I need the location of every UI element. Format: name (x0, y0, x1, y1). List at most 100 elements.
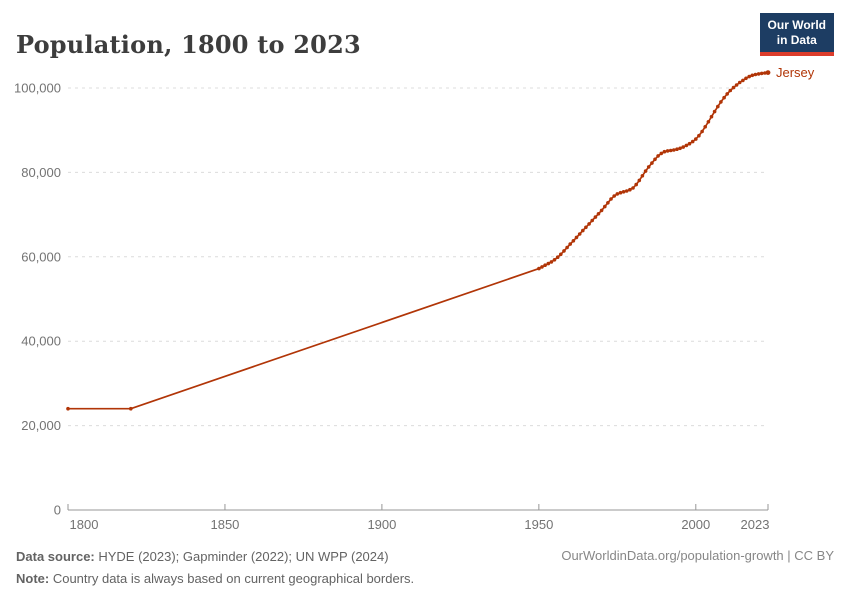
note-text: Country data is always based on current … (49, 571, 415, 586)
data-point (66, 406, 70, 411)
data-point (681, 145, 685, 149)
data-point (662, 149, 667, 154)
data-point (643, 169, 648, 173)
note-label: Note: (16, 571, 50, 586)
data-point (737, 80, 742, 85)
data-point (690, 139, 695, 144)
x-axis-tick-label: 1900 (367, 517, 396, 532)
data-point (722, 95, 726, 100)
chart-title: Population, 1800 to 2023 (16, 30, 361, 60)
data-point (537, 266, 541, 271)
data-point (756, 72, 761, 76)
owid-logo-line1: Our World (767, 18, 826, 32)
data-source-line: Data source: HYDE (2023); Gapminder (202… (16, 546, 414, 568)
data-point (765, 70, 771, 75)
data-point (709, 114, 714, 119)
data-point (543, 263, 547, 268)
data-point (665, 149, 670, 153)
data-point (599, 208, 604, 213)
data-point (725, 92, 729, 96)
data-source-label: Data source: (16, 549, 95, 564)
data-point (571, 239, 576, 243)
data-point (596, 212, 601, 216)
owid-logo[interactable]: Our World in Data (759, 13, 834, 56)
data-point (678, 146, 682, 151)
data-line[interactable] (68, 71, 769, 410)
data-point (634, 182, 638, 187)
data-point (719, 100, 723, 104)
data-point (706, 120, 711, 124)
data-point (668, 148, 673, 153)
data-point (646, 165, 651, 169)
data-source-text: HYDE (2023); Gapminder (2022); UN WPP (2… (94, 549, 389, 564)
y-axis-tick-label: 0 (54, 503, 61, 518)
owid-logo-line2: in Data (776, 33, 817, 47)
data-point (741, 78, 745, 83)
data-point (744, 76, 748, 81)
data-point (675, 147, 679, 151)
data-point (549, 260, 554, 264)
series-label-jersey[interactable]: Jersey (776, 64, 815, 80)
data-point (631, 186, 635, 190)
data-point (728, 88, 733, 93)
y-axis-tick-label: 60,000 (21, 249, 61, 264)
x-axis-tick-label: 1850 (210, 517, 239, 532)
data-point (637, 178, 642, 183)
x-axis-tick-label: 1950 (524, 517, 553, 532)
data-point (603, 204, 607, 209)
x-axis-tick-label: 2023 (741, 517, 770, 532)
data-point (684, 143, 689, 148)
data-point (656, 154, 660, 158)
data-point (753, 72, 758, 77)
data-point (628, 187, 632, 192)
data-point (584, 225, 588, 230)
data-point (587, 222, 591, 226)
data-point (540, 265, 544, 269)
data-point (577, 232, 582, 236)
data-point (672, 148, 676, 152)
data-point (555, 255, 560, 259)
data-point (621, 190, 626, 194)
x-axis-tick-label: 1800 (70, 517, 99, 532)
data-point (747, 74, 751, 79)
data-point (612, 194, 616, 198)
data-point (129, 406, 133, 411)
y-axis-tick-label: 80,000 (21, 165, 61, 180)
data-point (609, 197, 613, 201)
data-point (687, 141, 692, 146)
data-point (734, 83, 739, 87)
data-point (694, 137, 698, 141)
data-point (716, 104, 720, 109)
data-point (618, 190, 623, 195)
chart-footer-notes: Data source: HYDE (2023); Gapminder (202… (16, 546, 414, 590)
y-axis-tick-label: 20,000 (21, 418, 61, 433)
data-point (750, 73, 755, 78)
data-point (574, 235, 579, 240)
data-point (650, 161, 654, 165)
data-point (593, 215, 598, 219)
data-point (640, 174, 645, 178)
data-point (590, 218, 594, 223)
data-point (712, 109, 717, 114)
y-axis-tick-label: 40,000 (21, 334, 61, 349)
data-point (581, 228, 585, 233)
data-point (606, 201, 610, 205)
data-point (759, 71, 764, 76)
data-point (659, 151, 664, 156)
data-point (731, 85, 736, 90)
chart-citation-link[interactable]: OurWorldinData.org/population-growth | C… (561, 548, 834, 563)
data-point (697, 133, 701, 138)
x-axis-tick-label: 2000 (681, 517, 710, 532)
data-point (624, 189, 629, 193)
data-point (703, 125, 707, 129)
y-axis-tick-label: 100,000 (14, 81, 61, 96)
data-point (700, 129, 704, 134)
data-point (653, 157, 657, 162)
data-point (562, 249, 566, 253)
data-point (615, 192, 620, 196)
note-line: Note: Country data is always based on cu… (16, 568, 414, 590)
data-point (546, 261, 551, 266)
data-point (565, 245, 569, 250)
